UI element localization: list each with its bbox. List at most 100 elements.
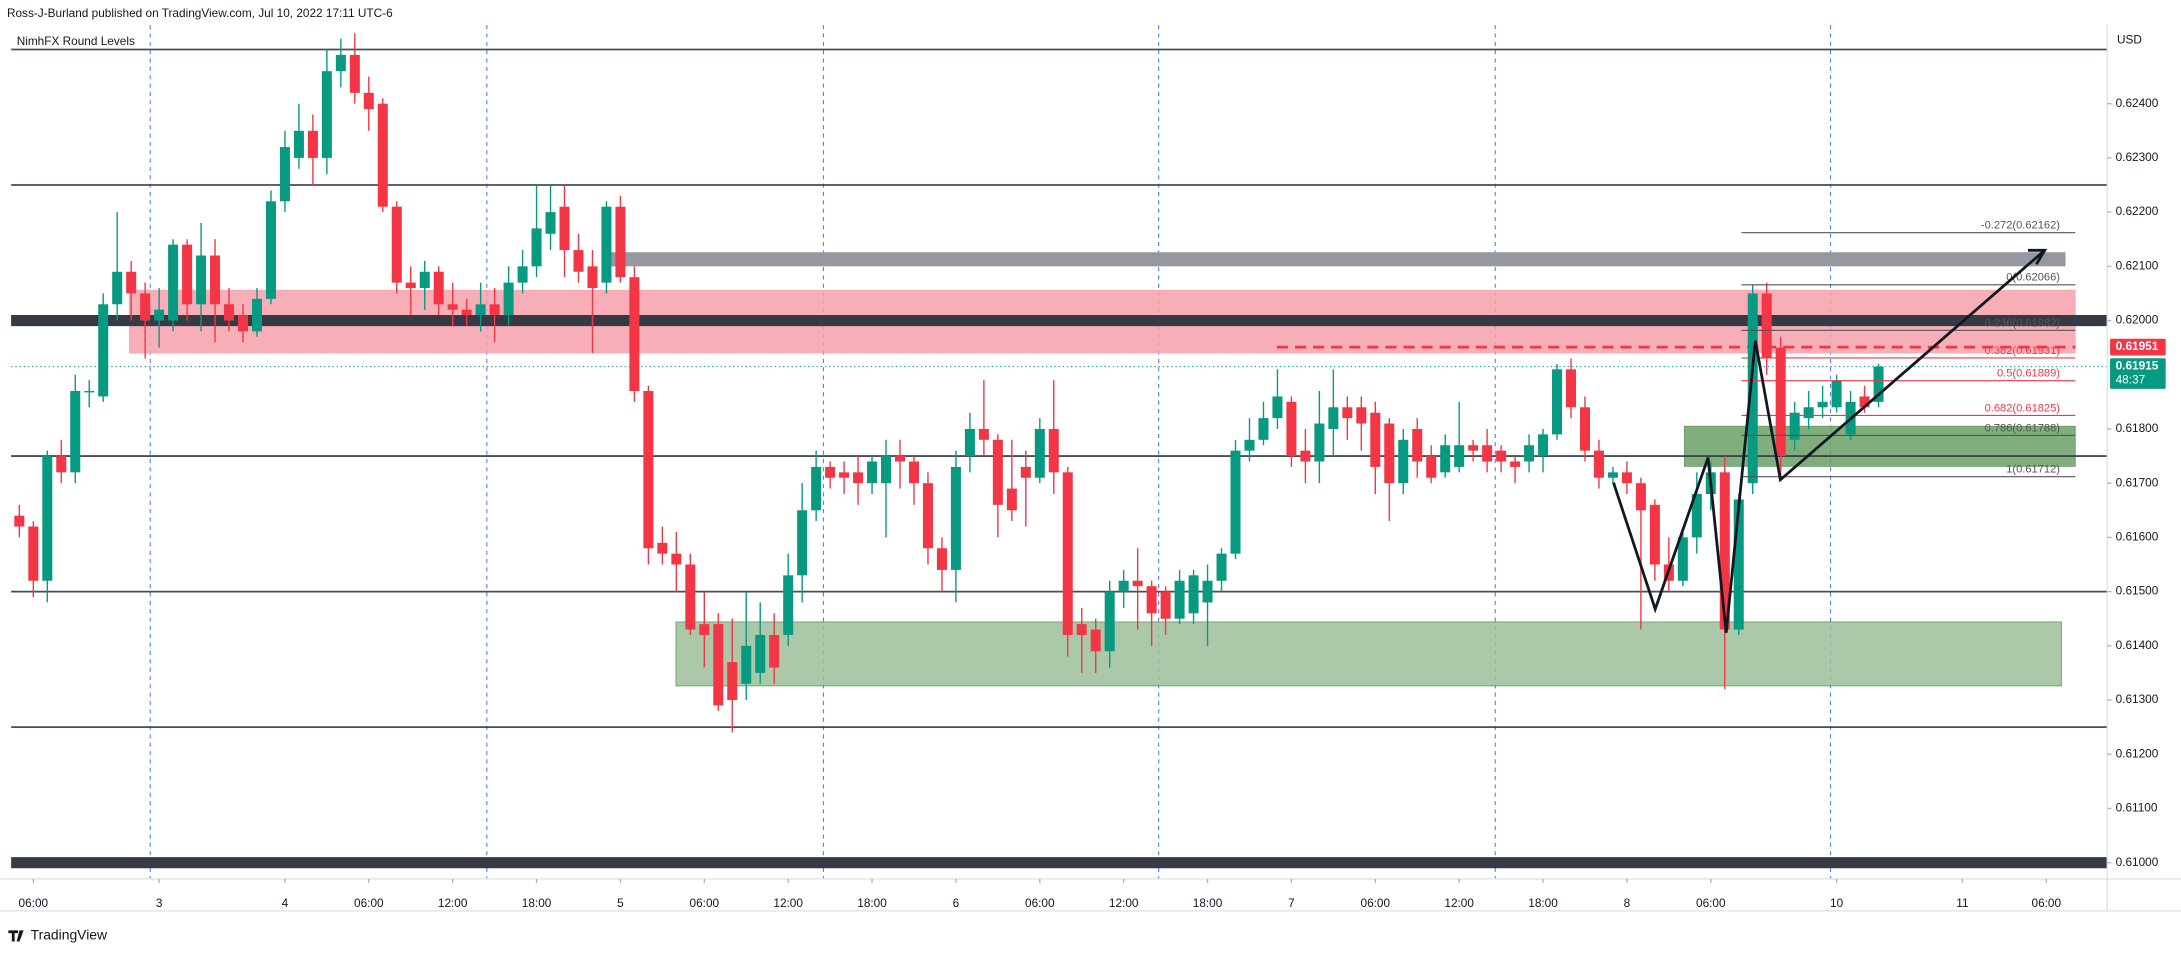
- y-tick-label: 0.61100: [2116, 801, 2158, 815]
- x-tick-label: 12:00: [438, 896, 468, 910]
- y-tick-label: 0.62200: [2116, 204, 2159, 218]
- candle-body: [1286, 401, 1297, 457]
- candle-body: [741, 645, 752, 684]
- candle-body: [1510, 461, 1521, 467]
- candle-body: [1482, 445, 1493, 462]
- y-tick-label: 0.61300: [2116, 692, 2159, 706]
- candle-body: [112, 271, 123, 305]
- y-tick-label: 0.62300: [2116, 150, 2159, 164]
- candle-body: [1524, 445, 1535, 462]
- candle-body: [699, 624, 710, 635]
- x-tick-label: 06:00: [1696, 896, 1726, 910]
- candle-body: [1775, 347, 1786, 457]
- candle-body: [587, 266, 598, 289]
- candle-body: [685, 564, 696, 630]
- candle-body: [196, 255, 207, 305]
- y-tick-label: 0.61600: [2116, 530, 2159, 544]
- candle-body: [42, 456, 53, 581]
- y-tick-label: 0.61000: [2116, 855, 2159, 869]
- zone: [675, 621, 2062, 687]
- candle-body: [182, 244, 193, 305]
- candle-body: [601, 206, 612, 283]
- candle-body: [1174, 580, 1185, 619]
- candle-body: [895, 456, 906, 462]
- candle-body: [56, 456, 67, 473]
- candle-body: [391, 206, 402, 283]
- publisher: Ross-J-Burland published on TradingView.…: [7, 6, 393, 20]
- candle-body: [1328, 407, 1339, 429]
- candle-body: [28, 526, 39, 581]
- fib-label: 0.236(0.61982): [1985, 317, 2061, 329]
- candle-body: [1160, 591, 1171, 619]
- candle-body: [643, 391, 654, 549]
- x-tick-label: 8: [1624, 896, 1631, 910]
- candle-body: [1440, 445, 1451, 473]
- candle-body: [1454, 445, 1465, 467]
- x-tick-label: 3: [156, 896, 163, 910]
- candles: [14, 33, 1884, 733]
- candle-body: [881, 456, 892, 484]
- candle-body: [279, 147, 290, 202]
- x-tick-label: 06:00: [690, 896, 720, 910]
- y-tick-label: 0.61700: [2116, 475, 2159, 489]
- candle-body: [335, 54, 346, 72]
- candle-body: [1216, 553, 1227, 581]
- y-tick-label: 0.61200: [2116, 746, 2159, 760]
- candle-body: [1607, 472, 1618, 478]
- candle-body: [1104, 591, 1115, 652]
- candle-body: [825, 466, 836, 478]
- candle-body: [727, 662, 738, 701]
- candle-body: [168, 244, 179, 321]
- candle-body: [1873, 366, 1884, 402]
- countdown: 48:37: [2116, 373, 2146, 387]
- candle-body: [1538, 434, 1549, 457]
- axes: 0.61000 0.61100 0.61200 0.61300 0.61400 0.615…: [19, 96, 2166, 910]
- arrow-head: [2027, 248, 2048, 265]
- candle-body: [1859, 396, 1870, 408]
- candle-body: [922, 483, 933, 549]
- pattern-drawing: [1612, 249, 2046, 633]
- candle-body: [936, 548, 947, 570]
- candle-body: [1300, 450, 1311, 462]
- candle-body: [1090, 629, 1101, 652]
- candle-body: [1733, 499, 1744, 630]
- candle-body: [1649, 504, 1660, 565]
- currency: USD: [2117, 32, 2142, 46]
- fib-label: 1(0.61712): [2006, 464, 2060, 476]
- y-tick-label: 0.61800: [2116, 421, 2159, 435]
- candle-body: [964, 428, 975, 457]
- candle-body: [1621, 472, 1632, 484]
- candle-body: [671, 553, 682, 565]
- y-tick-label: 0.61400: [2116, 638, 2159, 652]
- candle-body: [1761, 293, 1772, 359]
- logo: [8, 930, 24, 942]
- x-tick-label: 06:00: [354, 896, 384, 910]
- candle-body: [126, 271, 137, 294]
- x-tick-label: 06:00: [1025, 896, 1055, 910]
- candle-body: [1272, 396, 1283, 419]
- candle-body: [265, 201, 276, 299]
- candle-body: [1579, 407, 1590, 451]
- marked-price-label: 0.61951: [2116, 339, 2159, 353]
- fib-levels: -0.272(0.62162) 0(0.62066) 0.236(0.61982) 0…: [1741, 220, 2076, 478]
- x-tick-label: 18:00: [1528, 896, 1558, 910]
- candle-body: [573, 250, 584, 272]
- zone: [606, 252, 2066, 267]
- fib-label: 0.682(0.61825): [1985, 402, 2061, 414]
- candle-body: [433, 271, 444, 305]
- candle-body: [1565, 369, 1577, 408]
- candle-body: [1691, 494, 1702, 538]
- candle-body: [1020, 466, 1031, 478]
- candle-body: [1188, 575, 1199, 614]
- candle-body: [1677, 537, 1688, 581]
- candle-body: [1719, 472, 1730, 630]
- candle-body: [1146, 586, 1157, 614]
- candle-body: [908, 461, 919, 484]
- candle-body: [321, 71, 332, 158]
- candle-body: [1747, 293, 1758, 484]
- candle-body: [1412, 428, 1423, 462]
- candle-body: [755, 634, 766, 673]
- candle-body: [1118, 580, 1129, 592]
